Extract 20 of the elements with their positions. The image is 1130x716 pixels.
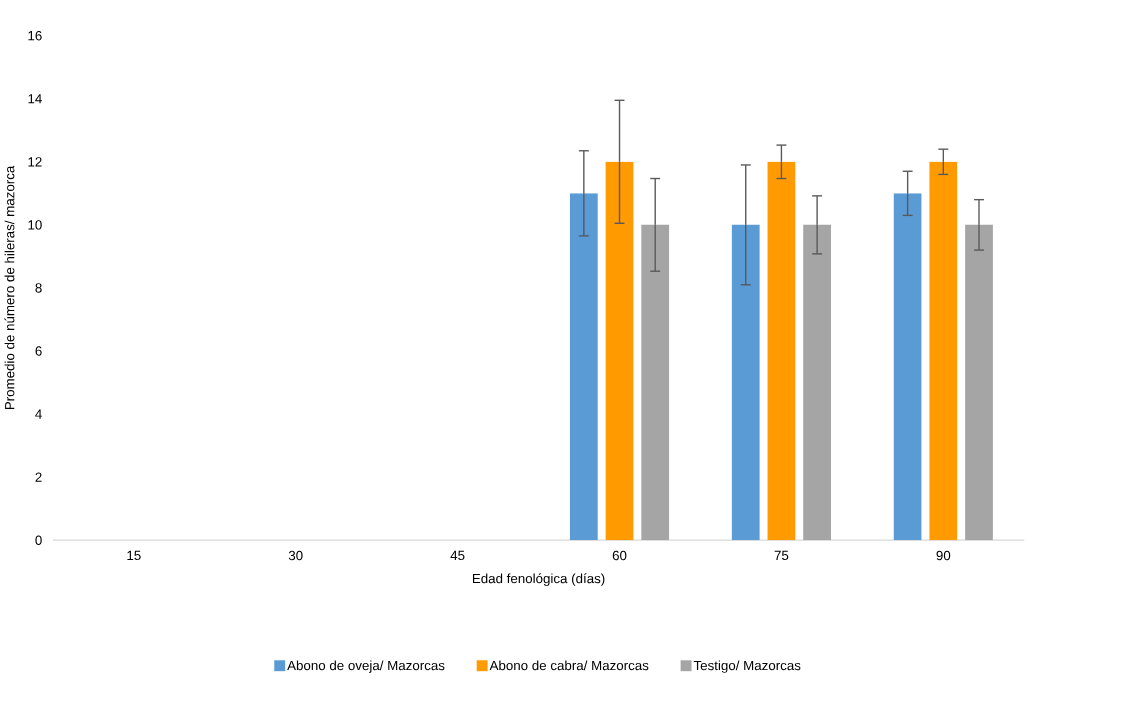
x-tick-label: 60	[612, 550, 627, 561]
y-tick-label: 10	[28, 220, 42, 230]
x-tick-label: 75	[774, 550, 789, 561]
legend-label: Abono de cabra/ Mazorcas	[489, 660, 649, 671]
x-tick-label: 90	[936, 550, 951, 561]
y-tick-label: 6	[35, 346, 42, 356]
y-tick-label: 8	[35, 283, 42, 293]
y-tick-label: 2	[35, 472, 42, 482]
y-axis-title: Promedio de número de hileras/ mazorca	[4, 165, 15, 410]
legend-label: Testigo/ Mazorcas	[693, 660, 801, 673]
x-tick-label: 45	[450, 550, 465, 561]
x-axis-title: Edad fenológica (días)	[472, 573, 605, 587]
legend-label: Abono de oveja/ Mazorcas	[287, 660, 445, 673]
x-tick-label: 30	[288, 550, 303, 561]
y-tick-label: 4	[35, 409, 42, 419]
y-tick-label: 14	[28, 94, 42, 104]
y-tick-label: 0	[35, 535, 42, 546]
y-tick-label: 12	[28, 157, 42, 167]
x-tick-label: 15	[127, 550, 141, 561]
y-tick-label: 16	[28, 31, 42, 41]
